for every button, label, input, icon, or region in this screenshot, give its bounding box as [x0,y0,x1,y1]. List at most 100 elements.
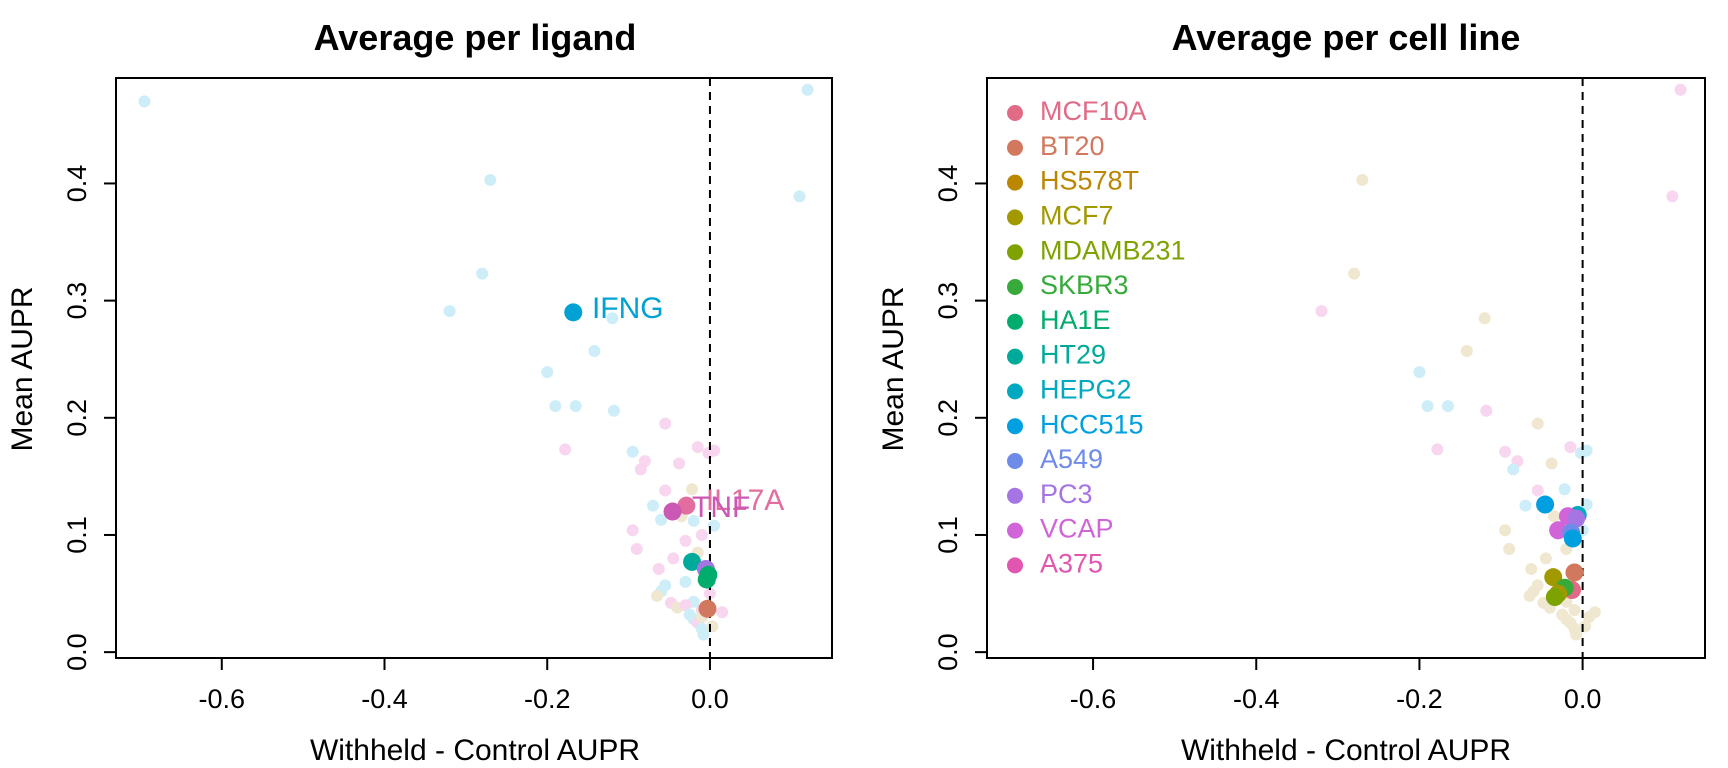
ligand-background-point [695,528,708,541]
ligand-y-tick-label: 0.1 [62,516,92,554]
ligand-background-point [626,445,639,458]
ligand-annotation: IL17A [706,484,784,517]
cell-line-x-tick-label: 0.0 [1564,684,1602,714]
ligand-background-point [687,514,700,527]
cell-line-background-point [1548,510,1561,523]
cell-line-background-point [1421,400,1434,413]
ligand-background-point [476,267,489,280]
cell-line-background-point [1356,173,1369,186]
cell-line-background-point [1503,543,1516,556]
legend-item: A549 [1040,444,1103,474]
ligand-background-point [716,606,729,619]
ligand-x-tick-label: 0.0 [691,684,729,714]
ligand-background-point [549,400,562,413]
legend-swatch [1007,418,1023,435]
ligand-annotation: TNF [692,491,750,524]
legend-item: VCAP [1040,514,1114,544]
cell-line-background-point [1441,400,1454,413]
legend-item: HT29 [1040,340,1106,370]
legend-item: SKBR3 [1040,270,1129,300]
ligand-background-point [708,519,721,532]
cell-line-x-tick-label: -0.6 [1070,684,1117,714]
ligand-panel: Average per ligand Withheld - Control AU… [6,17,833,767]
cell-line-background-point [1545,457,1558,470]
cell-line-y-tick-label: 0.0 [933,633,963,671]
legend-item: HA1E [1040,305,1111,335]
cell-line-x-tick-label: -0.2 [1396,684,1443,714]
ligand-highlight-point [697,570,716,589]
legend-swatch [1007,139,1023,156]
cell-line-highlight-point [1536,495,1555,514]
cell-line-highlight-point [1563,529,1582,548]
ligand-background-point [686,483,699,496]
cell-line-background-point [1539,552,1552,565]
ligand-background-point [793,190,806,203]
ligand-background-point [706,620,719,633]
cell-line-panel: Average per cell line Withheld - Control… [877,17,1706,767]
ligand-background-point [138,95,151,108]
cell-line-y-tick-label: 0.1 [933,516,963,554]
ligand-background-point [679,599,692,612]
cell-line-plot-frame [986,77,1706,659]
legend-item: HS578T [1040,166,1139,196]
legend-swatch [1007,313,1023,330]
ligand-y-tick-label: 0.4 [62,165,92,203]
ligand-background-point [659,417,672,430]
ligand-background-point [691,441,704,454]
cell-line-background-point [1499,445,1512,458]
legend-swatch [1007,174,1023,191]
cell-line-y-tick-label: 0.4 [933,165,963,203]
ligand-background-point [647,499,659,512]
legend-swatch [1007,279,1023,295]
legend-item: A375 [1040,549,1103,579]
cell-line-y-tick-label: 0.3 [933,282,963,320]
cell-line-highlight-point [1567,509,1586,528]
ligand-y-tick-label: 0.3 [62,282,92,320]
cell-line-background-point [1570,628,1583,641]
legend-swatch [1007,557,1023,574]
legend-swatch [1007,244,1023,261]
cell-line-background-point [1531,484,1544,497]
ligand-highlight-point [698,599,717,618]
cell-line-background-point [1564,441,1577,454]
cell-line-background-point [1499,524,1512,537]
ligand-background-point [607,404,620,417]
cell-line-background-point [1519,499,1532,512]
legend-item: MCF10A [1040,96,1147,126]
ligand-background-point [626,524,639,537]
ligand-background-point [679,534,692,547]
ligand-annotation: IFNG [592,292,664,325]
ligand-highlight-point [663,502,682,521]
legend-item: MDAMB231 [1040,235,1186,265]
ligand-background-point [443,305,456,318]
legend-item: PC3 [1040,479,1093,509]
cell-line-background-point [1580,498,1593,511]
ligand-highlight-point [683,552,702,571]
ligand-background-point [679,575,692,588]
cell-line-background-point [1348,267,1361,280]
legend-swatch [1007,383,1023,400]
ligand-background-point [703,587,716,600]
ligand-background-point [634,463,647,476]
ligand-panel-xlabel: Withheld - Control AUPR [310,734,640,767]
ligand-x-tick-label: -0.6 [199,684,246,714]
ligand-highlight-point [677,496,696,515]
cell-line-panel-xlabel: Withheld - Control AUPR [1181,734,1511,767]
cell-line-background-point [1507,463,1520,476]
ligand-x-tick-label: -0.4 [361,684,408,714]
cell-line-background-point [1478,312,1491,325]
cell-line-panel-title: Average per cell line [1172,17,1521,58]
cell-line-background-point [1531,417,1544,430]
ligand-background-point [655,513,668,526]
ligand-y-tick-label: 0.2 [62,399,92,437]
ligand-panel-title: Average per ligand [314,17,637,58]
cell-line-highlight-point [1544,568,1563,587]
ligand-background-point [569,400,582,413]
legend-swatch [1007,453,1023,469]
ligand-y-tick-label: 0.0 [62,633,92,671]
ligand-background-point [697,628,710,641]
legend-swatch [1007,348,1023,365]
ligand-background-point [667,552,680,565]
ligand-x-tick-label: -0.2 [524,684,571,714]
